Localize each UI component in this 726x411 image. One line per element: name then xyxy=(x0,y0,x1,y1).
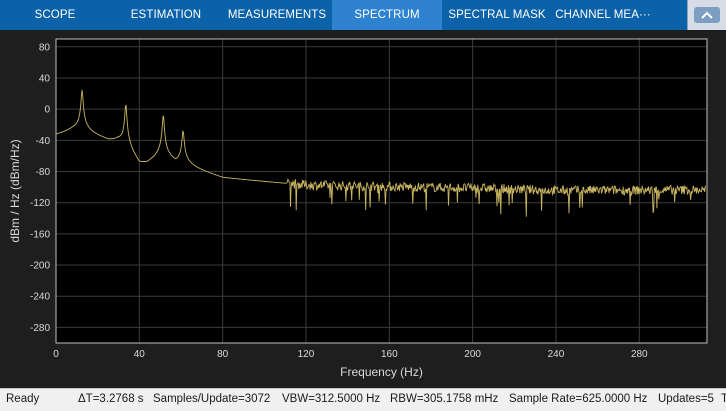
x-tick-label: 240 xyxy=(548,349,565,360)
tab-spectral-mask[interactable]: SPECTRAL MASK xyxy=(448,9,546,21)
status-trailing: T xyxy=(721,393,726,405)
status-delta-t: ΔT=3.2768 s xyxy=(78,393,144,405)
chevron-up-icon xyxy=(694,7,720,23)
status-state: Ready xyxy=(6,393,40,405)
collapse-toolstrip-button[interactable] xyxy=(687,0,726,30)
y-axis-label: dBm / Hz (dBm/Hz) xyxy=(8,139,22,242)
y-tick-label: 80 xyxy=(39,42,51,53)
y-tick-label: -240 xyxy=(30,292,50,303)
y-tick-label: -120 xyxy=(30,198,50,209)
status-updates: Updates=5 xyxy=(658,393,714,405)
x-tick-label: 280 xyxy=(631,349,648,360)
x-tick-label: 120 xyxy=(298,349,315,360)
x-axis-label: Frequency (Hz) xyxy=(340,365,423,379)
x-tick-label: 200 xyxy=(464,349,481,360)
x-tick-label: 40 xyxy=(134,349,146,360)
status-vbw: VBW=312.5000 Hz xyxy=(282,393,381,405)
status-bar: Ready ΔT=3.2768 s Samples/Update=3072 VB… xyxy=(0,388,726,411)
x-tick-label: 80 xyxy=(217,349,229,360)
tab-channel-measurements[interactable]: CHANNEL MEA··· xyxy=(555,9,651,21)
y-tick-label: 0 xyxy=(44,105,50,116)
x-tick-label: 160 xyxy=(381,349,398,360)
status-rbw: RBW=305.1758 mHz xyxy=(390,393,499,405)
axes-frame xyxy=(55,38,708,344)
y-tick-label: -40 xyxy=(36,136,51,147)
y-tick-labels: 80 40 0 -40 -80 -120 -160 -200 -240 -280 xyxy=(30,42,50,334)
status-samples: Samples/Update=3072 xyxy=(153,393,271,405)
y-tick-label: -80 xyxy=(36,167,51,178)
tab-scope[interactable]: SCOPE xyxy=(34,9,76,21)
tab-spectrum[interactable]: SPECTRUM xyxy=(332,0,442,30)
toolstrip: SCOPE ESTIMATION MEASUREMENTS SPECTRUM S… xyxy=(0,0,726,30)
plot-area: 80 40 0 -40 -80 -120 -160 -200 -240 -280 0 40 80 120… xyxy=(0,30,726,388)
x-tick-label: 0 xyxy=(53,349,59,360)
spectrum-trace xyxy=(55,89,707,217)
y-tick-label: -160 xyxy=(30,229,50,240)
toolstrip-spacer xyxy=(654,0,687,30)
spectrum-chart[interactable]: 80 40 0 -40 -80 -120 -160 -200 -240 -280 0 40 80 120… xyxy=(0,30,726,388)
status-sample-rate: Sample Rate=625.0000 Hz xyxy=(509,393,648,405)
y-tick-label: 40 xyxy=(39,73,51,84)
x-tick-labels: 0 40 80 120 160 200 240 280 xyxy=(53,349,648,360)
tab-measurements[interactable]: MEASUREMENTS xyxy=(227,9,327,21)
y-tick-label: -200 xyxy=(30,261,50,272)
tab-estimation[interactable]: ESTIMATION xyxy=(130,9,202,21)
y-tick-label: -280 xyxy=(30,323,50,334)
